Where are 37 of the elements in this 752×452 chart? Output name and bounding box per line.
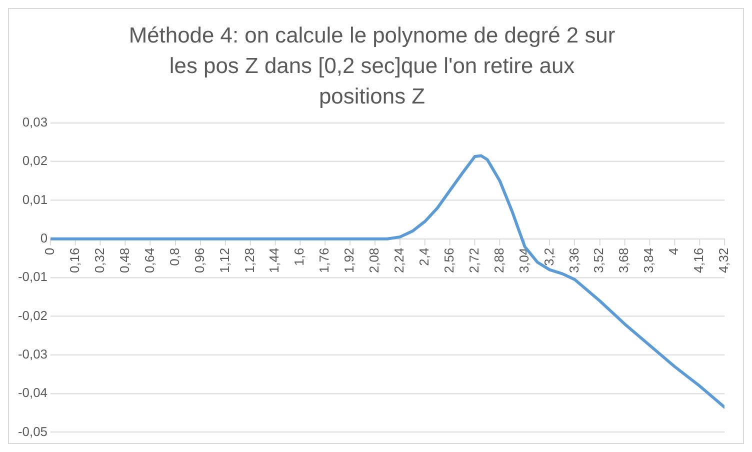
x-tick-label: 0: [42, 248, 58, 256]
x-tick-label: 4,32: [716, 248, 732, 274]
x-tick-label: 2,88: [491, 248, 506, 274]
x-tick-label: 0,8: [166, 248, 182, 266]
x-tick-label: 2,56: [441, 248, 456, 274]
y-tick-label: -0,03: [18, 346, 48, 362]
x-tick-label: 0,48: [116, 248, 132, 274]
y-tick-label: -0,04: [18, 385, 48, 400]
x-tick-label: 1,12: [216, 248, 232, 274]
x-tick-label: 3,36: [566, 248, 582, 274]
x-tick-label: 1,76: [316, 248, 332, 274]
x-tick-label: 1,28: [242, 248, 257, 274]
x-tick-label: 1,44: [266, 248, 282, 274]
y-tick-label: 0: [40, 230, 48, 246]
x-tick-label: 2,08: [366, 248, 382, 274]
y-tick-label: -0,05: [18, 424, 48, 439]
x-tick-label: 1,92: [342, 248, 357, 274]
y-tick-label: 0,01: [22, 192, 48, 207]
x-tick-label: 3,84: [641, 248, 656, 274]
x-tick-label: 0,32: [92, 248, 108, 274]
y-tick-label: 0,03: [22, 114, 48, 130]
x-tick-label: 1,6: [292, 248, 307, 266]
x-tick-label: 4,16: [691, 248, 706, 274]
x-tick-label: 0,64: [142, 248, 157, 274]
x-tick-label: 2,72: [466, 248, 482, 274]
x-tick-label: 3,2: [541, 248, 556, 266]
x-tick-label: 3,52: [591, 248, 606, 274]
y-tick-label: -0,02: [18, 308, 48, 323]
x-tick-label: 2,4: [416, 248, 432, 266]
x-tick-label: 0,96: [192, 248, 207, 274]
chart-title: Méthode 4: on calcule le polynome de degré 2 sur les pos Z dans [0,2 sec]que l'on retire aux positions Z: [128, 22, 616, 109]
x-tick-label: 3,68: [616, 248, 632, 274]
x-tick-label: 4: [666, 248, 682, 256]
x-tick-label: 0,16: [67, 248, 82, 274]
y-tick-label: 0,02: [22, 153, 48, 168]
y-tick-label: -0,01: [18, 269, 48, 284]
x-tick-label: 2,24: [392, 248, 407, 274]
